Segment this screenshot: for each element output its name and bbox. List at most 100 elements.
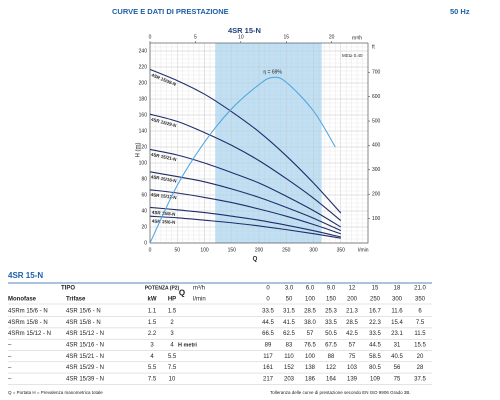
x-tick-label: 350 bbox=[337, 247, 346, 253]
header-title: CURVE E DATI DI PRESTAZIONE bbox=[112, 7, 229, 16]
td: 7.5 bbox=[148, 376, 157, 382]
x-tick-label: 250 bbox=[282, 247, 291, 253]
q-m3h: 3.0 bbox=[285, 286, 294, 292]
x2-tick-label: 15 bbox=[283, 34, 289, 40]
td: 7.5 bbox=[416, 320, 425, 326]
td: 28.5 bbox=[346, 320, 358, 326]
td: 58.5 bbox=[369, 354, 381, 360]
td: 75 bbox=[394, 376, 401, 382]
td: 23.1 bbox=[391, 331, 403, 337]
y2-tick-label: 400 bbox=[372, 143, 381, 149]
td: 164 bbox=[326, 376, 337, 382]
curve-label: 4SR 15/16-N bbox=[150, 174, 176, 183]
q-m3h: 6.0 bbox=[306, 286, 315, 292]
th: POTENZA (P2) bbox=[145, 285, 180, 291]
annotation: MEI≥ 0.40 bbox=[342, 53, 363, 58]
td: 122 bbox=[326, 365, 337, 371]
td: 7.5 bbox=[168, 365, 177, 371]
curve-label: 4SR 15/12-N bbox=[150, 192, 176, 200]
td: 83 bbox=[286, 342, 293, 348]
td: 67.5 bbox=[325, 342, 337, 348]
td: 4 bbox=[150, 354, 154, 360]
th: Trifase bbox=[66, 297, 86, 303]
y-tick-label: 160 bbox=[139, 112, 148, 118]
x2-tick-label: 20 bbox=[329, 34, 335, 40]
q-lmin: 0 bbox=[266, 297, 270, 303]
td: 3 bbox=[150, 342, 154, 348]
q-m3h: 18 bbox=[394, 286, 401, 292]
td: 31 bbox=[394, 342, 401, 348]
td: 57 bbox=[349, 342, 356, 348]
th: HP bbox=[168, 297, 176, 303]
td: 20 bbox=[417, 354, 424, 360]
td: 4SR 15/8 - N bbox=[66, 320, 101, 326]
footer-tolerance: Tolleranza delle curve di prestazione se… bbox=[270, 390, 411, 395]
y-tick-label: 20 bbox=[141, 224, 147, 230]
y-tick-label: 220 bbox=[139, 64, 148, 70]
q-lmin: 100 bbox=[305, 297, 316, 303]
td: 66.5 bbox=[262, 331, 274, 337]
q-lmin: 200 bbox=[347, 297, 358, 303]
td: 28 bbox=[417, 365, 424, 371]
td: 38.0 bbox=[304, 320, 316, 326]
q-m3h: 12 bbox=[349, 286, 356, 292]
td: 1.1 bbox=[148, 309, 157, 315]
y2-tick-label: 500 bbox=[372, 118, 381, 124]
efficiency-curve bbox=[149, 76, 336, 244]
td: 11.5 bbox=[414, 331, 426, 337]
td: 16.7 bbox=[369, 309, 381, 315]
td: 138 bbox=[305, 365, 316, 371]
x-tick-label: 300 bbox=[309, 247, 318, 253]
td: 88 bbox=[328, 354, 335, 360]
q-lmin: 350 bbox=[415, 297, 426, 303]
td: 2.2 bbox=[148, 331, 157, 337]
td: 21.3 bbox=[346, 309, 358, 315]
td: – bbox=[8, 354, 12, 360]
td: 31.5 bbox=[283, 309, 295, 315]
td: 50.5 bbox=[325, 331, 337, 337]
td: 75 bbox=[349, 354, 356, 360]
td: 4 bbox=[170, 342, 174, 348]
td: – bbox=[8, 376, 12, 382]
td: 4SR 15/39 - N bbox=[66, 376, 104, 382]
td: 1.5 bbox=[168, 309, 177, 315]
y-tick-label: 240 bbox=[139, 48, 148, 54]
y-tick-label: 200 bbox=[139, 80, 148, 86]
td: 4SRm 15/12 - N bbox=[8, 331, 51, 337]
td: – bbox=[8, 365, 12, 371]
y2-tick-label: 200 bbox=[372, 192, 381, 198]
chart-title: 4SR 15-N bbox=[228, 26, 261, 35]
td: 109 bbox=[370, 376, 381, 382]
td: 37.5 bbox=[414, 376, 426, 382]
pump-curve bbox=[149, 171, 341, 232]
td: 4SRm 15/8 - N bbox=[8, 320, 48, 326]
td: 3 bbox=[170, 331, 174, 337]
td: 5.5 bbox=[148, 365, 157, 371]
y-tick-label: 180 bbox=[139, 96, 148, 102]
td: 76.5 bbox=[304, 342, 316, 348]
frequency: 50 Hz bbox=[450, 7, 470, 16]
td: 33.5 bbox=[262, 309, 274, 315]
td: 4SR 15/21 - N bbox=[66, 354, 104, 360]
curve-label: 4SR 15/29-N bbox=[150, 117, 176, 128]
x-axis-label: Q bbox=[253, 257, 258, 263]
th: Monofase bbox=[8, 297, 37, 303]
td: – bbox=[8, 342, 12, 348]
td: 15.5 bbox=[414, 342, 426, 348]
q-m3h: 21.0 bbox=[414, 286, 426, 292]
td: 33.5 bbox=[325, 320, 337, 326]
x-tick-label: 0 bbox=[149, 247, 152, 253]
td: 4SR 15/16 - N bbox=[66, 342, 104, 348]
td: 57 bbox=[307, 331, 314, 337]
x-tick-label: 100 bbox=[200, 247, 209, 253]
td: 5.5 bbox=[168, 354, 177, 360]
td: 41.5 bbox=[283, 320, 295, 326]
q-lmin: 300 bbox=[392, 297, 403, 303]
footer-legend: Q = Portata H = Prevalenza manometrica t… bbox=[8, 390, 103, 395]
q-lmin: 250 bbox=[370, 297, 381, 303]
table-title: 4SR 15-N bbox=[8, 271, 43, 280]
td: 4SR 15/6 - N bbox=[66, 309, 101, 315]
y-tick-label: 0 bbox=[144, 240, 147, 246]
y2-tick-label: 300 bbox=[372, 167, 381, 173]
